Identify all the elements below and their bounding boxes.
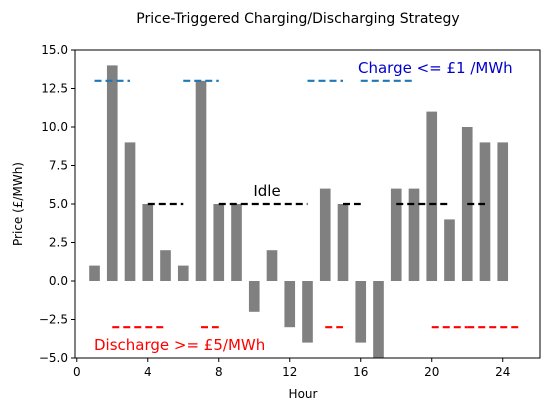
y-tick-label: 10.0 (41, 120, 68, 134)
bar-hour-15 (337, 204, 349, 281)
y-tick-label: 7.5 (49, 159, 68, 173)
bar-hour-12 (284, 281, 296, 328)
y-axis-label: Price (£/MWh) (11, 162, 25, 246)
y-tick-label: 5.0 (49, 197, 68, 211)
bar-hour-6 (177, 265, 189, 281)
bar-hour-21 (444, 219, 455, 281)
bar-hour-10 (248, 281, 260, 312)
x-tick-label: 8 (215, 365, 223, 379)
bar-hour-5 (160, 250, 171, 281)
bar-hour-20 (426, 111, 438, 281)
bar-hour-3 (124, 142, 136, 281)
bar-hour-1 (89, 265, 100, 281)
bar-hour-11 (266, 250, 278, 281)
bar-hour-24 (497, 142, 509, 281)
bar-hour-17 (373, 281, 384, 358)
chart-title: Price-Triggered Charging/Discharging Str… (136, 11, 459, 27)
y-tick-label: 15.0 (41, 43, 68, 57)
bar-hour-14 (319, 188, 331, 281)
x-tick-label: 24 (495, 365, 510, 379)
y-tick-label: −2.5 (39, 313, 68, 327)
bar-hour-2 (106, 65, 118, 282)
bar-hour-4 (142, 204, 154, 281)
y-tick-label: −5.0 (39, 351, 68, 365)
bar-hour-18 (390, 188, 402, 281)
bar-hour-23 (479, 142, 491, 281)
x-tick-label: 0 (73, 365, 81, 379)
x-tick-label: 20 (424, 365, 439, 379)
annotation-charge: Charge <= £1 /MWh (358, 59, 513, 77)
bar-hour-13 (302, 281, 313, 343)
y-tick-label: 0.0 (49, 274, 68, 288)
x-axis-label: Hour (289, 387, 318, 401)
bar-hour-16 (355, 281, 367, 343)
x-tick-label: 16 (353, 365, 368, 379)
annotation-discharge: Discharge >= £5/MWh (94, 336, 265, 354)
x-tick-label: 4 (144, 365, 152, 379)
bar-hour-8 (213, 204, 225, 281)
y-tick-label: 2.5 (49, 236, 68, 250)
annotation-idle: Idle (253, 182, 280, 200)
y-tick-label: 12.5 (41, 82, 68, 96)
bar-hour-19 (408, 188, 420, 281)
bar-hour-9 (231, 204, 242, 281)
x-tick-label: 12 (282, 365, 297, 379)
bar-hour-7 (195, 80, 207, 281)
